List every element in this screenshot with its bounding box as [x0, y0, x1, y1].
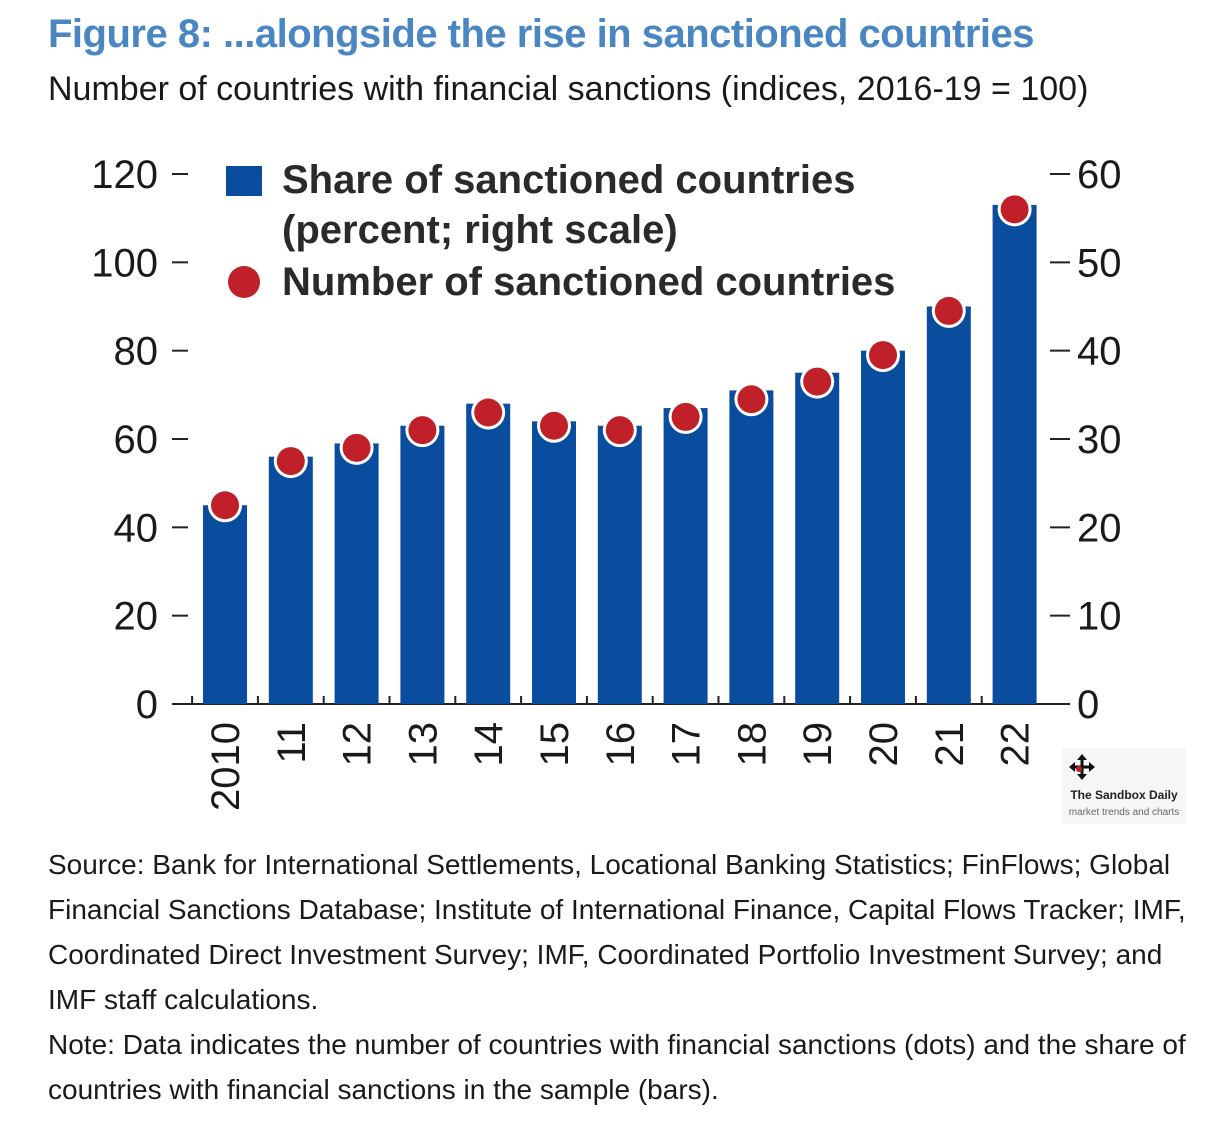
x-axis-labels: 2010 11 12 13 14 15 16 17 18 19 20 21 22	[204, 722, 1038, 811]
bar	[400, 425, 445, 704]
legend-bar-label-line2: (percent; right scale)	[282, 208, 678, 252]
right-tick-label: 10	[1077, 595, 1122, 639]
chart-subtitle: Number of countries with financial sanct…	[48, 70, 1089, 108]
bar	[597, 425, 642, 704]
x-tick-label: 12	[336, 722, 380, 767]
dot	[211, 491, 239, 520]
left-axis: 0 20 40 60 80 100 120	[91, 153, 1050, 727]
bar	[532, 421, 576, 704]
x-tick-label: 16	[599, 722, 643, 767]
chart-title: Figure 8: ...alongside the rise in sanct…	[48, 12, 1035, 56]
right-tick-label: 0	[1077, 683, 1099, 727]
dot-series	[208, 192, 1032, 523]
dot	[540, 411, 568, 440]
chart: 0 20 40 60 80 100 120 0 10 20 30 40 50 60 2010 11 12 13…	[91, 153, 1122, 811]
right-tick-label: 60	[1077, 153, 1122, 197]
x-tick-label: 22	[994, 722, 1038, 767]
left-tick-label: 20	[114, 595, 159, 639]
watermark-tagline: market trends and charts	[1068, 807, 1180, 818]
x-tick-label: 18	[730, 722, 774, 767]
dot	[671, 402, 700, 431]
x-tick-label: 2010	[204, 722, 248, 811]
bar	[729, 390, 774, 704]
left-tick-label: 100	[91, 241, 158, 285]
x-tick-label: 13	[401, 722, 445, 767]
x-tick-label: 21	[928, 722, 972, 767]
dot	[869, 341, 897, 370]
move-arrows-icon	[1069, 754, 1095, 780]
dot	[474, 398, 503, 427]
bar	[466, 403, 511, 704]
bar-series	[203, 204, 1037, 704]
left-tick-label: 0	[136, 683, 158, 727]
source-text: Source: Bank for International Settlemen…	[48, 849, 1186, 1015]
watermark-name: The Sandbox Daily	[1070, 788, 1178, 802]
right-tick-label: 40	[1077, 330, 1122, 374]
x-tick-label: 14	[467, 722, 511, 767]
bar	[334, 443, 379, 704]
bar	[663, 408, 708, 704]
x-tick-label: 11	[270, 722, 314, 764]
dot	[934, 296, 963, 325]
left-tick-label: 60	[114, 418, 159, 462]
dot	[1000, 195, 1029, 224]
right-tick-label: 50	[1077, 241, 1122, 285]
footer: Source: Bank for International Settlemen…	[48, 842, 1198, 1112]
left-tick-label: 120	[91, 153, 158, 197]
right-axis: 0 10 20 30 40 50 60	[1050, 153, 1122, 727]
bar	[926, 306, 971, 704]
bar	[268, 456, 313, 704]
legend-bar-label-line1: Share of sanctioned countries	[282, 158, 855, 202]
dot	[803, 367, 832, 396]
legend-dot-swatch	[228, 266, 260, 298]
legend: Share of sanctioned countries (percent; …	[226, 158, 895, 304]
dot	[737, 385, 766, 414]
left-tick-label: 80	[114, 330, 159, 374]
dot	[605, 416, 634, 445]
bar	[203, 505, 247, 704]
note-text: Note: Data indicates the number of count…	[48, 1029, 1186, 1105]
left-tick-label: 40	[114, 506, 159, 550]
bar	[992, 204, 1037, 704]
dot	[408, 416, 437, 445]
bar	[861, 350, 905, 704]
right-tick-label: 20	[1077, 506, 1122, 550]
x-tick-label: 19	[796, 722, 840, 767]
x-tick-label: 20	[862, 722, 906, 767]
dot	[342, 433, 371, 462]
legend-dot-label: Number of sanctioned countries	[282, 260, 895, 304]
dot	[276, 447, 305, 476]
legend-bar-swatch	[226, 166, 262, 196]
x-tick-label: 15	[533, 722, 577, 767]
x-tick-label: 17	[665, 722, 709, 767]
bar	[795, 372, 840, 704]
watermark: The Sandbox Daily market trends and char…	[1062, 748, 1186, 824]
right-tick-label: 30	[1077, 418, 1122, 462]
